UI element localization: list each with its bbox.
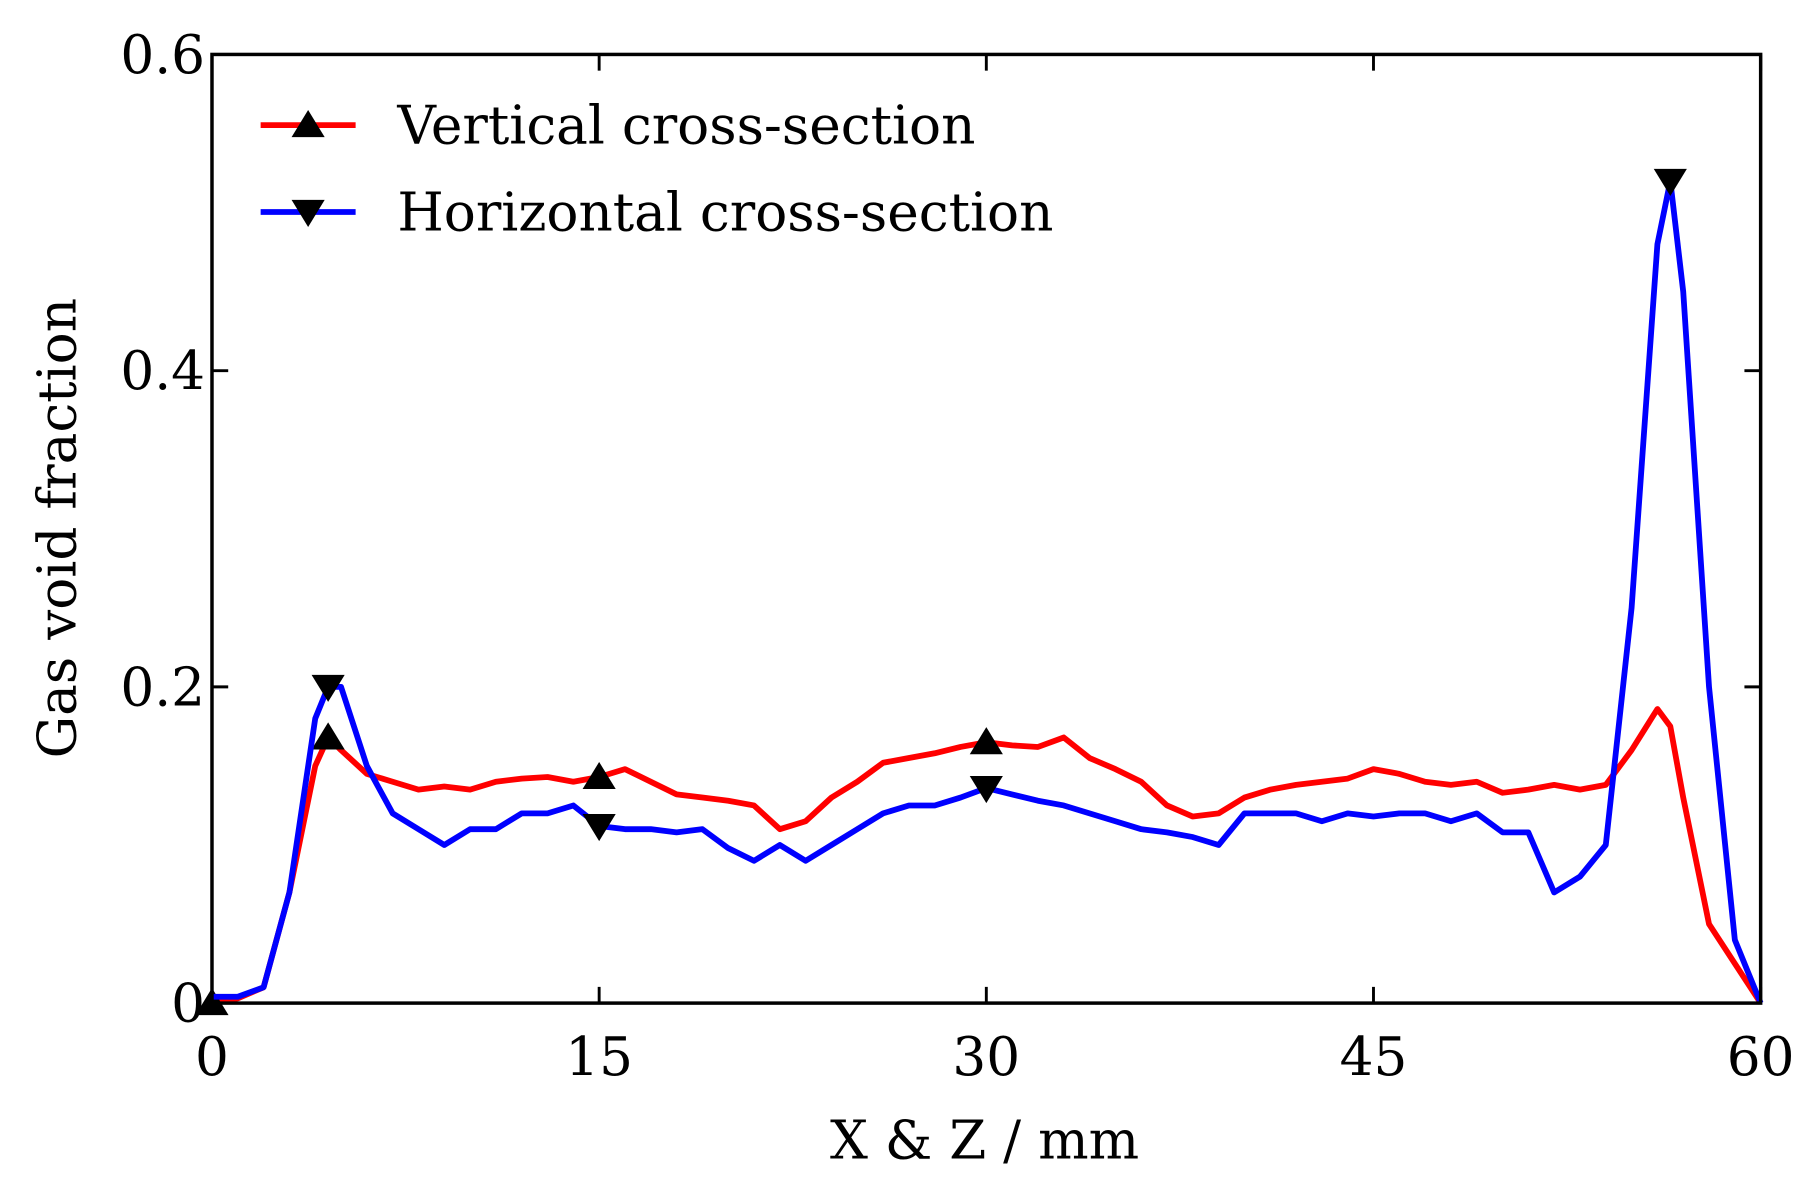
data-marker (1653, 168, 1687, 196)
y-tick-label: 0 (171, 973, 205, 1035)
data-marker (969, 776, 1003, 804)
y-axis-label: Gas void fraction (26, 298, 88, 758)
x-tick-label: 30 (952, 1026, 1020, 1088)
x-axis-label: X & Z / mm (830, 1109, 1139, 1171)
legend-label: Horizontal cross-section (397, 182, 1053, 244)
y-tick-label: 0.2 (120, 656, 205, 718)
legend-marker (291, 110, 325, 138)
data-marker (582, 813, 616, 842)
plot-frame (210, 52, 1763, 1005)
data-marker (311, 674, 345, 702)
x-tick-label: 60 (1727, 1026, 1795, 1088)
legend-label: Vertical cross-section (396, 95, 975, 157)
data-marker (969, 727, 1003, 755)
legend-marker (291, 199, 325, 228)
x-tick-label: 45 (1340, 1026, 1408, 1088)
x-tick-label: 15 (565, 1026, 633, 1088)
data-marker (582, 761, 616, 790)
y-tick-label: 0.4 (120, 340, 205, 402)
x-tick-label: 0 (195, 1026, 229, 1088)
data-line (211, 178, 1764, 1005)
data-marker (311, 722, 345, 750)
y-tick-label: 0.6 (120, 24, 205, 86)
